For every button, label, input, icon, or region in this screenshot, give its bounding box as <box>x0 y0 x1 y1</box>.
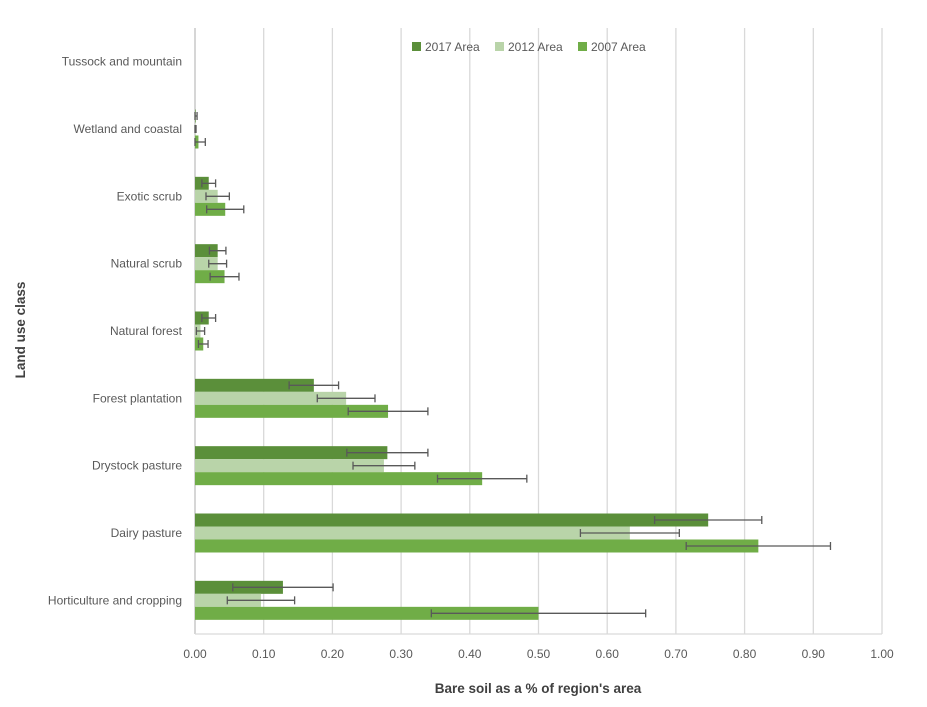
x-tick-label: 0.90 <box>802 647 826 661</box>
y-category-label: Natural scrub <box>111 257 183 271</box>
legend-label: 2012 Area <box>508 40 563 54</box>
x-tick-label: 0.50 <box>527 647 551 661</box>
bar <box>195 404 389 418</box>
bar <box>195 539 759 553</box>
legend-swatch <box>578 42 587 51</box>
bar <box>195 391 347 405</box>
bar <box>195 526 630 540</box>
bar <box>195 446 388 460</box>
y-axis-title: Land use class <box>13 282 28 379</box>
x-tick-label: 0.00 <box>183 647 207 661</box>
x-axis-title: Bare soil as a % of region's area <box>435 681 642 696</box>
bar <box>195 513 709 527</box>
bar <box>195 244 218 258</box>
x-tick-label: 0.30 <box>389 647 413 661</box>
bar <box>195 257 218 271</box>
y-category-label: Natural forest <box>110 324 183 338</box>
legend-swatch <box>495 42 504 51</box>
bar <box>195 378 314 392</box>
bar <box>195 472 483 486</box>
y-category-label: Dairy pasture <box>111 526 183 540</box>
x-tick-label: 0.80 <box>733 647 757 661</box>
x-tick-label: 0.40 <box>458 647 482 661</box>
legend-label: 2007 Area <box>591 40 646 54</box>
x-tick-label: 0.70 <box>664 647 688 661</box>
y-category-label: Forest plantation <box>93 391 182 405</box>
y-category-label: Wetland and coastal <box>73 122 182 136</box>
bar <box>195 459 384 473</box>
x-tick-label: 1.00 <box>870 647 894 661</box>
bar <box>195 606 539 620</box>
y-category-label: Tussock and mountain <box>62 55 182 69</box>
y-category-label: Horticulture and cropping <box>48 593 182 607</box>
y-category-label: Exotic scrub <box>117 189 183 203</box>
x-tick-label: 0.60 <box>596 647 620 661</box>
legend-label: 2017 Area <box>425 40 480 54</box>
y-category-label: Drystock pasture <box>92 459 182 473</box>
x-tick-label: 0.20 <box>321 647 345 661</box>
x-tick-label: 0.10 <box>252 647 276 661</box>
legend-swatch <box>412 42 421 51</box>
